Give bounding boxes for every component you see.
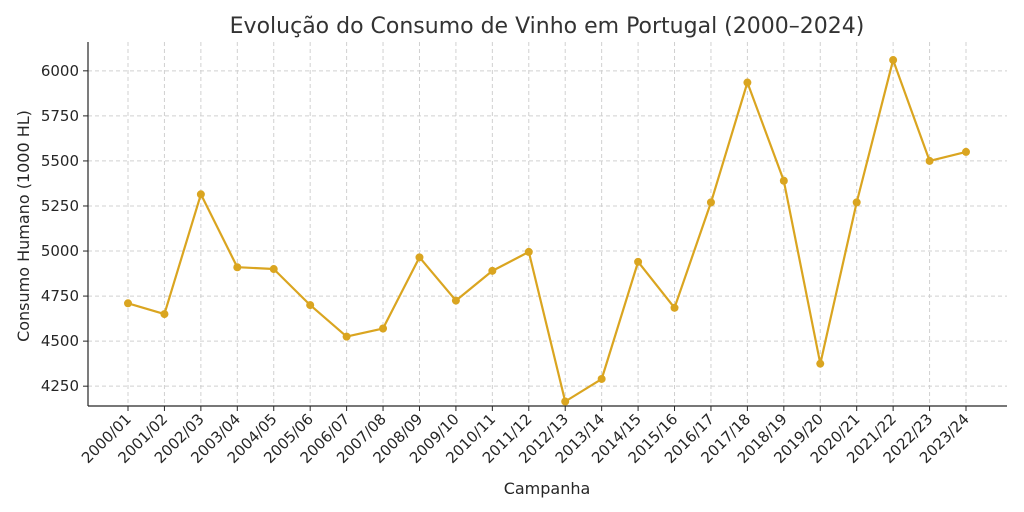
data-point [706,198,715,207]
y-tick-label: 4250 [41,377,79,395]
data-point [269,265,278,274]
data-point [743,78,752,87]
data-point [962,147,970,156]
data-point [816,359,825,368]
data-point [124,299,132,308]
data-point [561,397,570,406]
data-point [196,190,205,199]
data-point [488,266,497,275]
data-point [233,263,242,272]
data-point [306,301,315,310]
data-point [670,303,679,312]
y-tick-label: 4750 [41,287,79,305]
y-axis-label: Consumo Humano (1000 HL) [14,110,33,342]
series-layer [124,56,970,406]
data-point [524,247,533,256]
x-axis-label: Campanha [504,479,591,498]
y-tick-label: 5250 [41,197,79,215]
data-point [925,156,934,165]
data-point [779,176,788,185]
data-point [634,257,643,266]
y-tick-label: 5000 [41,242,79,260]
y-tick-label: 5500 [41,152,79,170]
grid [88,42,1007,406]
data-point [597,374,606,383]
data-point [889,56,898,65]
data-point [415,253,424,262]
data-point [379,324,388,333]
y-tick-label: 5750 [41,107,79,125]
y-tick-label: 4500 [41,332,79,350]
data-point [160,310,169,319]
y-tick-label: 6000 [41,62,79,80]
data-point [451,296,460,305]
data-point [342,332,351,341]
data-point [852,198,861,207]
series-line [127,58,967,403]
chart-title: Evolução do Consumo de Vinho em Portugal… [230,14,865,39]
